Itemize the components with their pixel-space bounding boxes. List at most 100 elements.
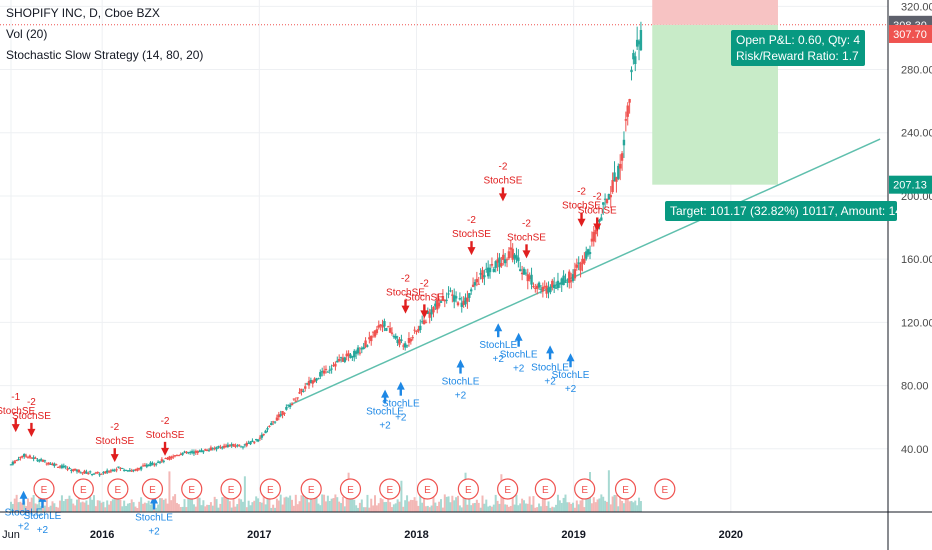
- candle-body: [385, 327, 388, 331]
- volume-bar: [147, 500, 150, 512]
- earnings-marker: E: [181, 478, 203, 500]
- candle-body: [115, 469, 118, 471]
- volume-bar: [617, 506, 620, 512]
- candle-body: [634, 56, 637, 65]
- candle-body: [238, 444, 241, 446]
- earnings-marker: E: [300, 478, 322, 500]
- candle-body: [498, 257, 501, 268]
- volume-bar: [600, 494, 603, 512]
- volume-bar: [402, 506, 405, 512]
- sell-qty: -2: [593, 191, 602, 202]
- volume-bar: [109, 501, 112, 512]
- volume-bar: [215, 499, 218, 512]
- volume-bar: [311, 499, 314, 512]
- sell-label: StochSE: [0, 406, 35, 417]
- volume-bar: [172, 496, 175, 512]
- strategy-legend[interactable]: Stochastic Slow Strategy (14, 80, 20): [6, 48, 204, 62]
- candle-body: [285, 407, 288, 410]
- volume-bar: [55, 506, 58, 512]
- volume-bar: [21, 503, 24, 512]
- sell-arrow: [161, 447, 170, 456]
- buy-arrow: [381, 389, 390, 398]
- candle-body: [496, 259, 499, 263]
- candle-body: [628, 99, 631, 103]
- candle-body: [292, 398, 296, 400]
- volume-bar: [381, 499, 384, 512]
- candle-body: [294, 400, 297, 402]
- pnl-line-2: Risk/Reward Ratio: 1.7: [736, 49, 859, 63]
- volume-bar: [536, 507, 539, 512]
- volume-bar: [545, 505, 548, 512]
- candle-body: [379, 324, 382, 327]
- sell-arrow-stem: [501, 187, 505, 195]
- volume-bar: [556, 494, 559, 512]
- volume-bar: [390, 507, 393, 512]
- candle-body: [30, 457, 33, 459]
- target-box[interactable]: Target: 101.17 (32.82%) 10117, Amount: 1…: [665, 201, 897, 221]
- candle-body: [102, 472, 105, 474]
- target-label: Target: 101.17 (32.82%) 10117, Amount: 1…: [670, 204, 897, 218]
- sell-arrow-stem: [113, 448, 116, 456]
- candle-body: [251, 440, 254, 443]
- candle-body: [554, 287, 558, 289]
- candle-body: [575, 264, 579, 268]
- candle-body: [449, 290, 452, 292]
- candle-body: [437, 302, 441, 307]
- candle-body: [409, 338, 413, 342]
- candle-body: [211, 448, 215, 450]
- candle-body: [624, 119, 628, 121]
- candle-body: [98, 474, 101, 476]
- candle-body: [581, 258, 584, 265]
- candle-body: [196, 450, 199, 453]
- candle-body: [226, 444, 230, 447]
- candle-body: [300, 388, 303, 392]
- earnings-marker: E: [614, 478, 637, 500]
- volume-bar: [106, 500, 109, 512]
- candle-body: [403, 343, 407, 348]
- pnl-box[interactable]: Open P&L: 0.60, Qty: 4 Risk/Reward Ratio…: [731, 30, 866, 66]
- candle-body: [270, 423, 273, 426]
- volume-bar: [624, 497, 627, 512]
- volume-bar: [170, 500, 173, 512]
- candle-body: [277, 414, 281, 418]
- volume-bar: [132, 502, 135, 512]
- candle-body: [66, 468, 69, 470]
- volume-legend[interactable]: Vol (20): [6, 27, 48, 41]
- candle-body: [545, 285, 548, 294]
- candle-body: [313, 378, 316, 382]
- symbol-legend[interactable]: SHOPIFY INC, D, Cboe BZX: [6, 6, 160, 20]
- strategy-signals: StochSE-1StochSE-2StochSE-2StochSE-2Stoc…: [0, 161, 617, 537]
- buy-arrow: [19, 490, 28, 499]
- candle-body: [349, 354, 352, 358]
- earnings-letter: E: [41, 485, 48, 496]
- candle-body: [187, 452, 190, 454]
- volume-bar: [266, 496, 269, 512]
- candle-body: [383, 321, 386, 327]
- candle-body: [441, 295, 445, 301]
- earnings-letter: E: [228, 485, 235, 496]
- earnings-marker: E: [72, 478, 94, 500]
- volume-bar: [192, 504, 195, 512]
- volume-bar: [632, 502, 635, 512]
- candle-body: [381, 325, 384, 328]
- volume-bar: [187, 498, 190, 512]
- candle-body: [275, 417, 279, 421]
- sell-qty: -2: [522, 218, 531, 229]
- volume-bar: [443, 494, 446, 512]
- buy-label: StochLE: [500, 350, 538, 361]
- candle-body: [287, 404, 290, 406]
- candle-body: [258, 437, 262, 439]
- volume-bar: [590, 503, 593, 512]
- volume-bar: [611, 496, 614, 512]
- candle-body: [241, 446, 245, 448]
- candle-body: [466, 297, 469, 302]
- buy-signal: StochLE +2: [479, 323, 517, 365]
- candle-body: [347, 353, 350, 357]
- volume-bar: [100, 502, 103, 512]
- sell-signal: StochSE -2: [578, 191, 617, 232]
- candle-body: [511, 248, 514, 260]
- sell-qty: -2: [577, 187, 586, 198]
- volume-bar: [45, 496, 48, 512]
- earnings-circle: [654, 478, 676, 500]
